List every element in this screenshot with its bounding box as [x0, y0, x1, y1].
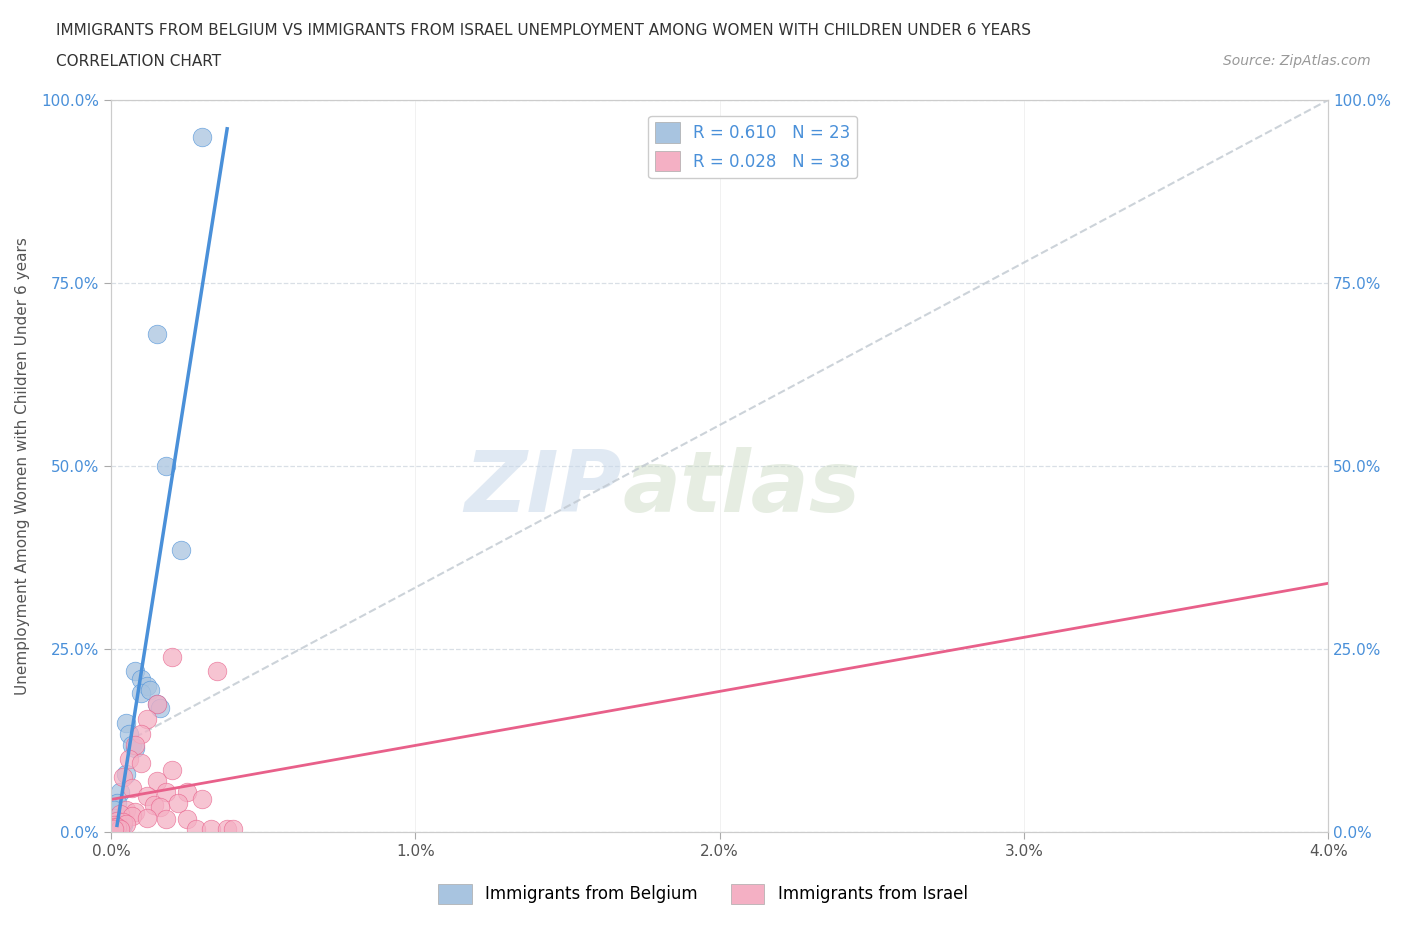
Point [145, 697, 167, 711]
Point [105, 813, 128, 828]
Point [105, 820, 128, 835]
Point [160, 763, 183, 777]
Point [149, 700, 172, 715]
Point [155, 458, 177, 473]
Point [170, 543, 193, 558]
Text: IMMIGRANTS FROM BELGIUM VS IMMIGRANTS FROM ISRAEL UNEMPLOYMENT AMONG WOMEN WITH : IMMIGRANTS FROM BELGIUM VS IMMIGRANTS FR… [56, 23, 1031, 38]
Point [118, 726, 141, 741]
Point [215, 822, 238, 837]
Point [139, 682, 162, 697]
Legend: R = 0.610   N = 23, R = 0.028   N = 38: R = 0.610 N = 23, R = 0.028 N = 38 [648, 115, 858, 178]
Point [131, 685, 153, 700]
Point [131, 671, 153, 686]
Legend: Immigrants from Belgium, Immigrants from Israel: Immigrants from Belgium, Immigrants from… [432, 877, 974, 910]
Point [131, 726, 153, 741]
Point [200, 822, 222, 837]
Point [167, 796, 190, 811]
Y-axis label: Unemployment Among Women with Children Under 6 years: Unemployment Among Women with Children U… [15, 237, 30, 695]
Point [103, 819, 125, 834]
Point [191, 792, 214, 807]
Point [118, 751, 141, 766]
Point [176, 812, 198, 827]
Point [136, 679, 159, 694]
Point [115, 766, 138, 781]
Point [121, 809, 143, 824]
Point [121, 737, 143, 752]
Point [136, 789, 159, 804]
Point [112, 770, 135, 785]
Point [108, 806, 131, 821]
Point [103, 817, 125, 832]
Point [108, 785, 131, 800]
Point [112, 817, 135, 832]
Point [124, 664, 146, 679]
Point [131, 755, 153, 770]
Point [124, 737, 146, 752]
Point [149, 799, 172, 814]
Point [121, 781, 143, 796]
Text: Source: ZipAtlas.com: Source: ZipAtlas.com [1223, 54, 1371, 68]
Point [105, 796, 128, 811]
Point [103, 822, 125, 837]
Point [136, 711, 159, 726]
Point [103, 810, 125, 825]
Point [115, 715, 138, 730]
Point [145, 774, 167, 789]
Point [145, 327, 167, 342]
Point [155, 812, 177, 827]
Point [115, 803, 138, 817]
Point [112, 815, 135, 830]
Point [136, 810, 159, 825]
Point [142, 797, 165, 812]
Point [191, 129, 214, 144]
Point [103, 803, 125, 817]
Point [103, 814, 125, 829]
Point [105, 817, 128, 831]
Point [221, 822, 243, 837]
Point [160, 649, 183, 664]
Point [176, 785, 198, 800]
Point [124, 740, 146, 755]
Point [115, 817, 138, 831]
Point [184, 822, 207, 837]
Point [155, 785, 177, 800]
Point [124, 804, 146, 819]
Point [145, 697, 167, 711]
Point [207, 664, 229, 679]
Text: atlas: atlas [621, 446, 860, 530]
Text: CORRELATION CHART: CORRELATION CHART [56, 54, 221, 69]
Point [108, 821, 131, 836]
Text: ZIP: ZIP [464, 446, 621, 530]
